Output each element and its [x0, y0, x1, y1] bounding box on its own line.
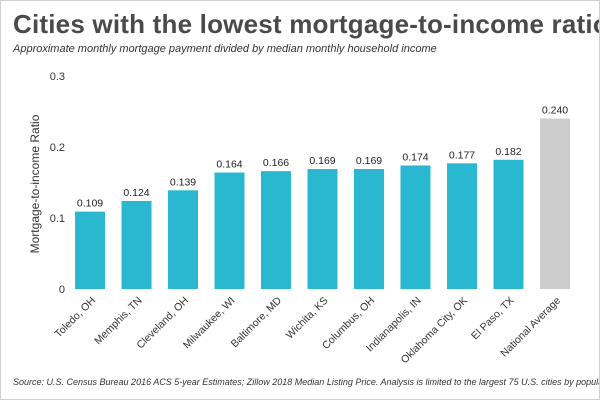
bar — [493, 159, 524, 289]
bar — [261, 171, 291, 289]
bar — [168, 190, 198, 289]
value-label: 0.166 — [263, 157, 289, 169]
bar — [354, 169, 384, 289]
y-tick-label: 0 — [59, 284, 65, 296]
chart-subtitle: Approximate monthly mortgage payment div… — [13, 43, 437, 55]
value-label: 0.169 — [309, 155, 335, 167]
y-axis-ticks: 0 0.1 0.2 0.3 — [50, 71, 65, 296]
value-label: 0.174 — [402, 151, 428, 163]
value-label: 0.182 — [495, 146, 521, 158]
bars — [75, 118, 570, 289]
value-label: 0.169 — [356, 155, 382, 167]
value-label: 0.109 — [77, 198, 103, 210]
bar — [540, 118, 570, 289]
value-label: 0.240 — [542, 105, 568, 117]
bar — [121, 200, 152, 289]
x-tick-label: Wichita, KS — [284, 295, 331, 342]
bar — [447, 163, 477, 289]
chart-title: Cities with the lowest mortgage-to-incom… — [13, 9, 600, 39]
bar — [75, 211, 105, 289]
bar — [400, 165, 431, 289]
x-tick-label: Toledo, OH — [52, 295, 98, 341]
value-label: 0.177 — [449, 149, 475, 161]
value-label: 0.124 — [123, 187, 149, 199]
y-tick-label: 0.1 — [50, 213, 65, 225]
bar — [214, 172, 245, 289]
value-labels: 0.109 0.124 0.139 0.164 0.166 0.169 0.169 0.174… — [77, 105, 568, 210]
value-label: 0.139 — [170, 176, 196, 188]
chart-source: Source: U.S. Census Bureau 2016 ACS 5-ye… — [13, 377, 600, 387]
x-tick-label: El Paso, TX — [469, 295, 517, 343]
bar — [307, 169, 338, 289]
y-tick-label: 0.3 — [50, 71, 65, 83]
y-axis-title: Mortgage-to-income Ratio — [28, 114, 42, 253]
y-tick-label: 0.2 — [50, 142, 65, 154]
value-label: 0.164 — [216, 159, 242, 171]
